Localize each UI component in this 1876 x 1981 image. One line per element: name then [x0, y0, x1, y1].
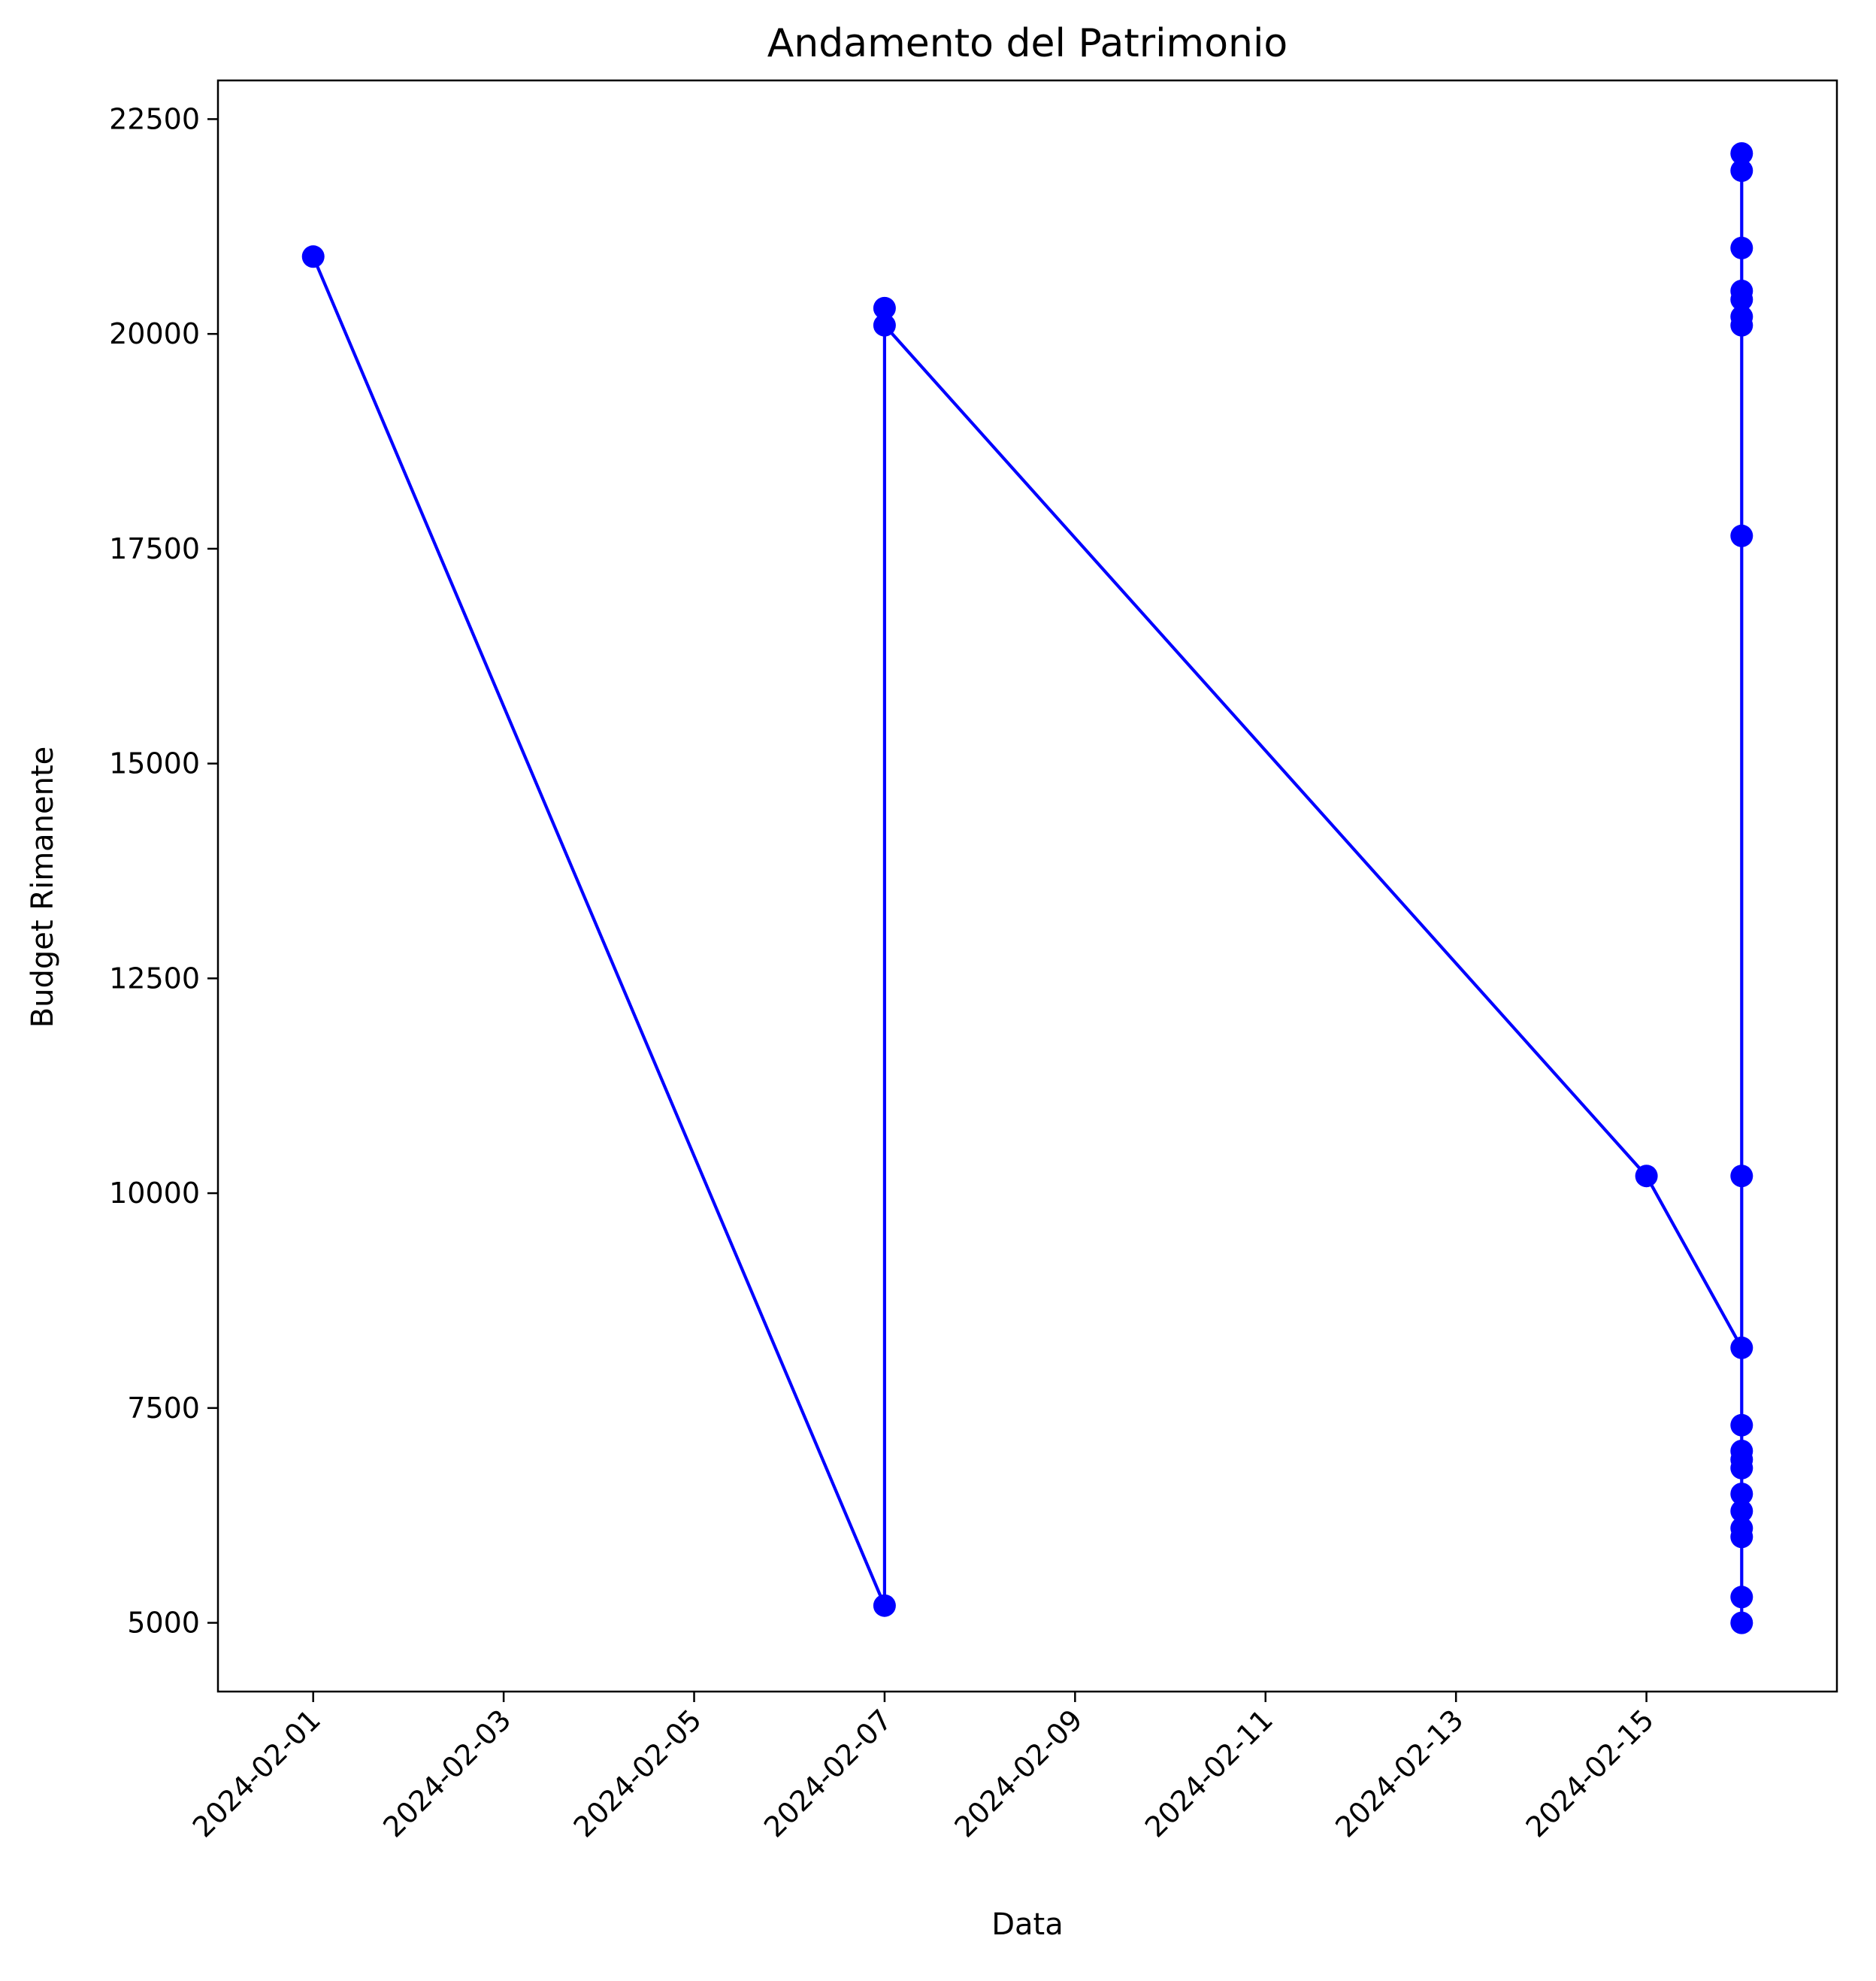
- data-point: [1730, 1440, 1753, 1462]
- y-tick-label: 22500: [109, 102, 200, 135]
- data-point: [1730, 524, 1753, 547]
- chart-title: Andamento del Patrimonio: [767, 21, 1288, 66]
- plot-area: [301, 142, 1753, 1634]
- y-tick-label: 20000: [109, 317, 200, 350]
- data-point: [1730, 1413, 1753, 1437]
- data-point: [1730, 142, 1753, 165]
- x-axis-label: Data: [991, 1907, 1064, 1942]
- data-point: [873, 1594, 896, 1617]
- data-point: [1730, 159, 1753, 182]
- y-tick-label: 10000: [109, 1177, 200, 1210]
- data-point: [1730, 1516, 1753, 1540]
- y-tick-label: 17500: [109, 532, 200, 565]
- y-tick-label: 5000: [127, 1607, 200, 1640]
- data-point: [873, 314, 896, 337]
- y-tick-label: 7500: [127, 1392, 200, 1425]
- data-point: [1730, 280, 1753, 302]
- data-point: [873, 296, 896, 320]
- data-point: [1635, 1165, 1658, 1188]
- y-tick-label: 15000: [109, 747, 200, 780]
- data-point: [1730, 1586, 1753, 1609]
- data-point: [301, 245, 325, 268]
- data-point: [1730, 305, 1753, 329]
- data-point: [1730, 1165, 1753, 1188]
- plot-frame: [216, 79, 1838, 1693]
- y-tick-label: 12500: [109, 962, 200, 995]
- data-point: [1730, 1500, 1753, 1522]
- data-point: [1730, 236, 1753, 259]
- data-point: [1730, 1611, 1753, 1634]
- y-axis-label: Budget Rimanente: [26, 747, 60, 1028]
- data-point: [1730, 1483, 1753, 1506]
- data-point: [1730, 1336, 1753, 1359]
